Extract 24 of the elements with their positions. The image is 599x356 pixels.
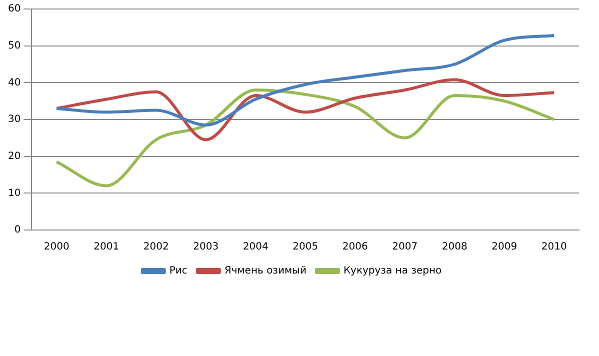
x-tick-label: 2002 [143, 242, 169, 253]
y-tick-label: 40 [8, 77, 21, 88]
line-series [55, 78, 556, 142]
y-tick-label: 20 [8, 150, 21, 162]
x-tick-label: 2009 [492, 242, 518, 253]
line-series [55, 88, 556, 188]
legend-label: Рис [169, 266, 188, 277]
legend-label: Ячмень озимый [224, 266, 306, 277]
x-tick-label: 2005 [292, 242, 318, 253]
x-tick-label: 2000 [44, 242, 70, 253]
x-tick-label: 2003 [193, 242, 219, 253]
y-tick-label: 50 [8, 40, 21, 52]
y-tick-label: 10 [8, 188, 21, 199]
legend-label: Кукуруза на зерно [343, 266, 442, 277]
line-series [55, 34, 556, 127]
y-tick-label: 60 [8, 4, 21, 15]
x-tick-label: 2006 [342, 242, 368, 253]
y-tick-label: 30 [8, 114, 21, 126]
x-tick-label: 2001 [94, 242, 120, 253]
x-tick-label: 2008 [442, 242, 468, 253]
x-tick-label: 2007 [392, 242, 418, 253]
x-tick-label: 2010 [541, 242, 567, 253]
y-tick-label: 0 [14, 224, 21, 236]
x-tick-label: 2004 [242, 242, 268, 253]
